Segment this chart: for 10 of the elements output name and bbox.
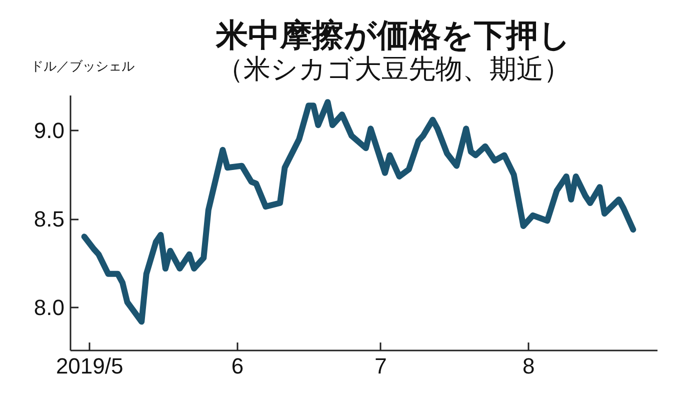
y-tick-label: 8.0 [34,295,64,320]
chart-title: 米中摩擦が価格を下押し [215,17,571,53]
x-tick-label: 7 [374,354,387,378]
y-tick-label: 8.5 [34,206,64,232]
x-tick-label: 6 [231,354,244,378]
y-tick-label: 9.0 [34,118,64,143]
y-axis-title: ドル／ブッシェル [30,58,134,74]
x-tick-label: 2019/5 [56,354,124,378]
x-tick-label: 8 [522,354,535,378]
chart-subtitle: （米シカゴ大豆先物、期近） [216,54,570,84]
